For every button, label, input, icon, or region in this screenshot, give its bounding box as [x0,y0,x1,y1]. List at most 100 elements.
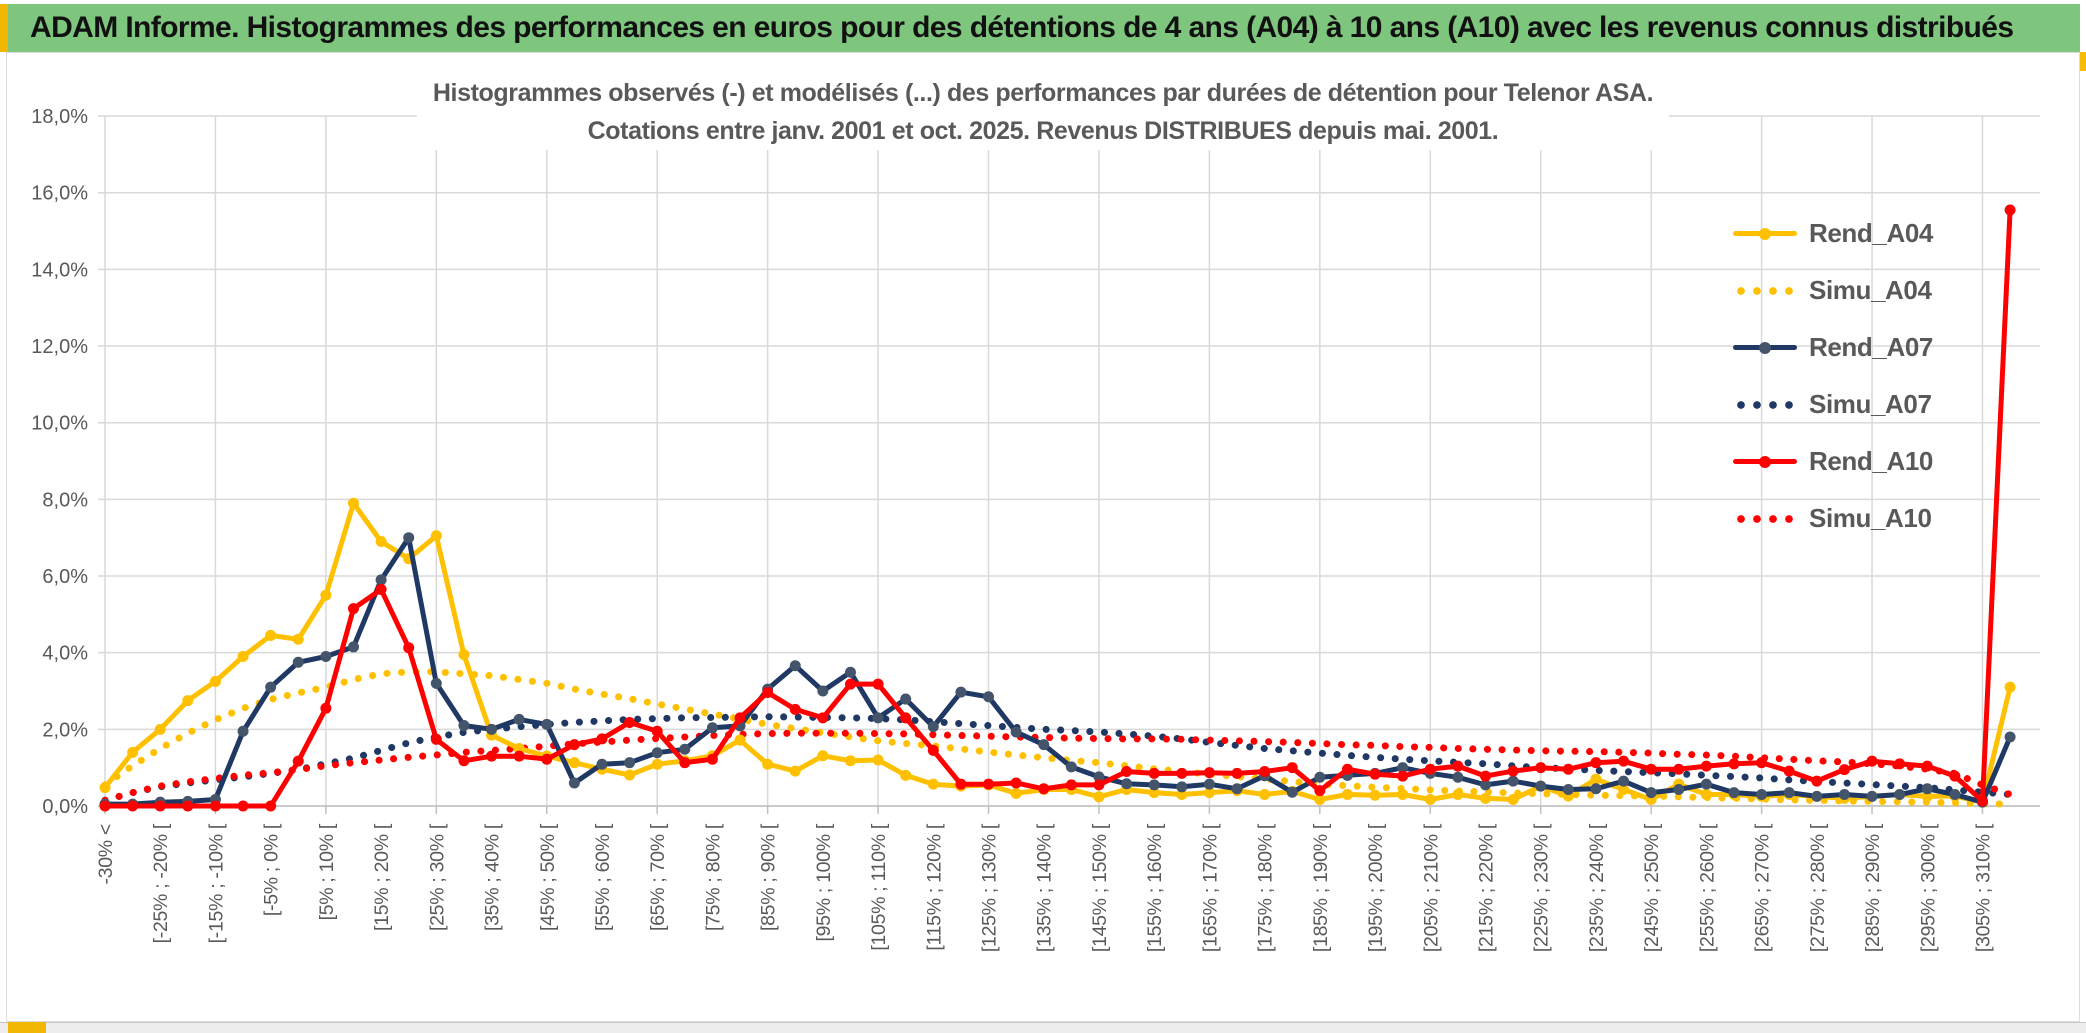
series-Rend_A07-marker [706,722,718,734]
y-axis-tick-label: 18,0% [31,106,88,128]
series-Rend_A10-marker [1949,770,1961,782]
series-Rend_A10-marker [127,800,139,812]
series-Rend_A10-marker [1093,779,1105,791]
series-Rend_A10 [102,207,2013,809]
series-Rend_A04-marker [1093,791,1105,803]
legend-item-simu-a07[interactable]: Simu_A07 [1733,376,1933,433]
series-Rend_A07-marker [1811,790,1823,802]
series-Rend_A07 [102,535,2013,807]
series-Rend_A10-marker [237,800,249,812]
series-Rend_A04-marker [872,754,884,766]
series-Rend_A04-marker [568,757,580,769]
series-Rend_A04-marker [1341,789,1353,801]
series-Rend_A07-marker [1121,778,1133,790]
series-Rend_A10-marker [1673,763,1685,775]
y-axis-tick-label: 0,0% [42,796,88,818]
series-Rend_A10-marker [624,716,636,728]
series-Rend_A04-marker [1590,773,1602,785]
series-Simu_A10 [101,729,2014,804]
series-Rend_A07-marker [1618,775,1630,787]
series-Rend_A10-marker [458,755,470,767]
x-axis-category-label: [-25% ; -20% [ [150,823,172,943]
series-Rend_A07-marker [900,693,912,705]
legend-label: Simu_A10 [1809,503,1932,533]
x-axis-category-label: [15% ; 20% [ [371,823,393,931]
series-Rend_A04-marker [2004,681,2016,693]
series-Simu_A04 [101,668,2014,808]
x-axis-category-label: [185% ; 190% [ [1310,823,1332,952]
x-axis-category-label: [145% ; 150% [ [1089,823,1111,952]
series-Rend_A10-marker [844,678,856,690]
series-Rend_A10-marker [99,800,111,812]
legend-label: Simu_A04 [1809,275,1932,305]
series-Rend_A07-marker [1507,775,1519,787]
series-Rend_A04-marker [1314,793,1326,805]
series-Rend_A10-marker [154,800,166,812]
series-Rend_A10-marker [1424,763,1436,775]
series-Rend_A04-marker [789,765,801,777]
series-Rend_A10-marker [1894,758,1906,770]
legend-solid-line-icon [1733,227,1797,240]
series-Rend_A07-marker [1038,739,1050,751]
series-Rend_A07-marker [1783,787,1795,799]
series-Rend_A07-marker [817,685,829,697]
series-Rend_A10-marker [1065,779,1077,791]
series-Rend_A07-marker [1590,783,1602,795]
series-Rend_A04-marker [209,675,221,687]
x-axis-category-label: [135% ; 140% [ [1034,823,1056,952]
series-Rend_A04-marker [430,530,442,542]
series-Rend_A07-marker [1673,784,1685,796]
series-Rend_A10-marker [900,712,912,724]
legend-dotted-line-icon [1733,285,1797,297]
series-Rend_A04-marker [375,536,387,548]
series-Rend_A10-marker [1728,758,1740,770]
series-Rend_A07-marker [430,677,442,689]
series-Rend_A04-marker [1700,789,1712,801]
x-axis-category-label: [305% ; 310% [ [1972,823,1994,952]
series-Rend_A10-marker [1590,757,1602,769]
y-axis-tick-label: 2,0% [42,719,88,741]
series-Rend_A10-marker [679,757,691,769]
series-Rend_A04-marker [182,695,194,707]
legend-dotted-line-icon [1733,513,1797,525]
series-Rend_A07-marker [1010,726,1022,738]
series-Rend_A10-marker [292,755,304,767]
series-Rend_A07-marker [2004,731,2016,743]
series-Rend_A04-marker [458,649,470,661]
legend-label: Rend_A07 [1809,332,1933,362]
x-axis-category-label: [295% ; 300% [ [1917,823,1939,952]
x-axis-category-label: [115% ; 120% [ [923,823,945,950]
series-Rend_A04-marker [265,629,277,641]
legend-item-rend-a07[interactable]: Rend_A07 [1733,319,1933,376]
series-Rend_A07-marker [983,691,995,703]
series-Rend_A07-marker [1949,789,1961,801]
series-Rend_A10-marker [430,733,442,745]
series-Rend_A10-marker [955,778,967,790]
legend-item-rend-a04[interactable]: Rend_A04 [1733,205,1933,262]
gold-accent-bottom-left [8,1022,46,1033]
series-Rend_A07-marker [1645,787,1657,799]
series-Rend_A10-marker [596,733,608,745]
series-Rend_A07-marker [1894,789,1906,801]
series-Rend_A07-marker [1203,778,1215,790]
series-Rend_A10-marker [1562,763,1574,775]
legend-item-simu-a10[interactable]: Simu_A10 [1733,490,1933,547]
series-Rend_A04-marker [320,589,332,601]
series-Rend_A04-marker [1921,790,1933,802]
series-Rend_A10-marker [1921,760,1933,772]
legend-item-simu-a04[interactable]: Simu_A04 [1733,262,1933,319]
legend-item-rend-a10[interactable]: Rend_A10 [1733,433,1933,490]
series-Rend_A04-marker [1259,789,1271,801]
x-axis-category-label: [225% ; 230% [ [1531,823,1553,952]
series-Rend_A10-marker [513,750,525,762]
legend-label: Rend_A10 [1809,446,1933,476]
x-axis-category-label: [95% ; 100% [ [813,823,835,941]
legend-dotted-line-icon [1733,399,1797,411]
x-axis-category-label: [5% ; 10% [ [316,823,338,920]
x-axis-category-label: [45% ; 50% [ [537,823,559,931]
series-Rend_A04-marker [1203,787,1215,799]
header-title: ADAM Informe. Histogrammes des performan… [30,11,2014,44]
series-Rend_A07-marker [789,660,801,672]
series-Rend_A07-marker [1286,786,1298,798]
series-Rend_A10-marker [1480,770,1491,782]
